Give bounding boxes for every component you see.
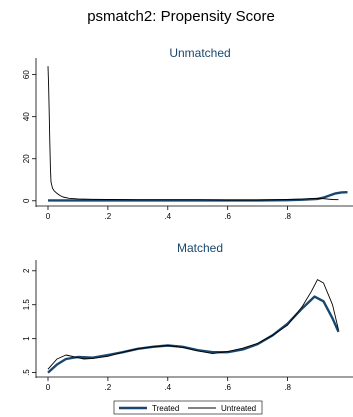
y-tick-label-unmatched: 40 [22,112,31,121]
x-tick-label-unmatched: .4 [164,212,171,221]
y-tick-label-unmatched: 20 [22,154,31,163]
x-tick-label-unmatched: .6 [224,212,231,221]
series-line-treated-unmatched [48,191,348,202]
y-tick-label-matched: .5 [22,369,31,376]
panel-title-unmatched: Unmatched [169,46,230,60]
x-tick-label-unmatched: 0 [46,212,51,221]
panel-matched: Matched .5 1 1.5 2 0 .2 .4 .6 .8 [22,241,353,392]
x-tick-label-unmatched: .2 [105,212,112,221]
legend: Treated Untreated [113,400,263,415]
x-tick-label-matched: .2 [105,383,112,392]
legend-label-untreated: Untreated [221,404,256,413]
y-tick-label-unmatched: 60 [22,70,31,79]
panel-title-matched: Matched [177,241,223,255]
x-tick-label-matched: .4 [164,383,171,392]
chart-panels: Unmatched02040600.2.4.6.8Matched.511.520… [22,46,353,392]
y-tick-label-matched: 2 [22,268,31,273]
y-tick-label-matched: 1 [22,336,31,341]
x-tick-label-matched: 0 [46,383,51,392]
panel-unmatched: Unmatched 0 20 40 60 0 .2 .4 .6 .8 [22,46,353,221]
x-tick-label-matched: .8 [284,383,291,392]
series-line-untreated-matched [47,279,339,370]
x-tick-label-unmatched: .8 [284,212,291,221]
y-tick-label-unmatched: 0 [22,198,31,203]
legend-box [113,400,263,415]
legend-label-treated: Treated [152,404,179,413]
series-line-untreated-unmatched [47,66,339,201]
series-line-treated-matched [47,295,340,374]
figure-title: psmatch2: Propensity Score [87,8,275,25]
x-tick-label-matched: .6 [224,383,231,392]
y-tick-label-matched: 1.5 [22,299,31,311]
